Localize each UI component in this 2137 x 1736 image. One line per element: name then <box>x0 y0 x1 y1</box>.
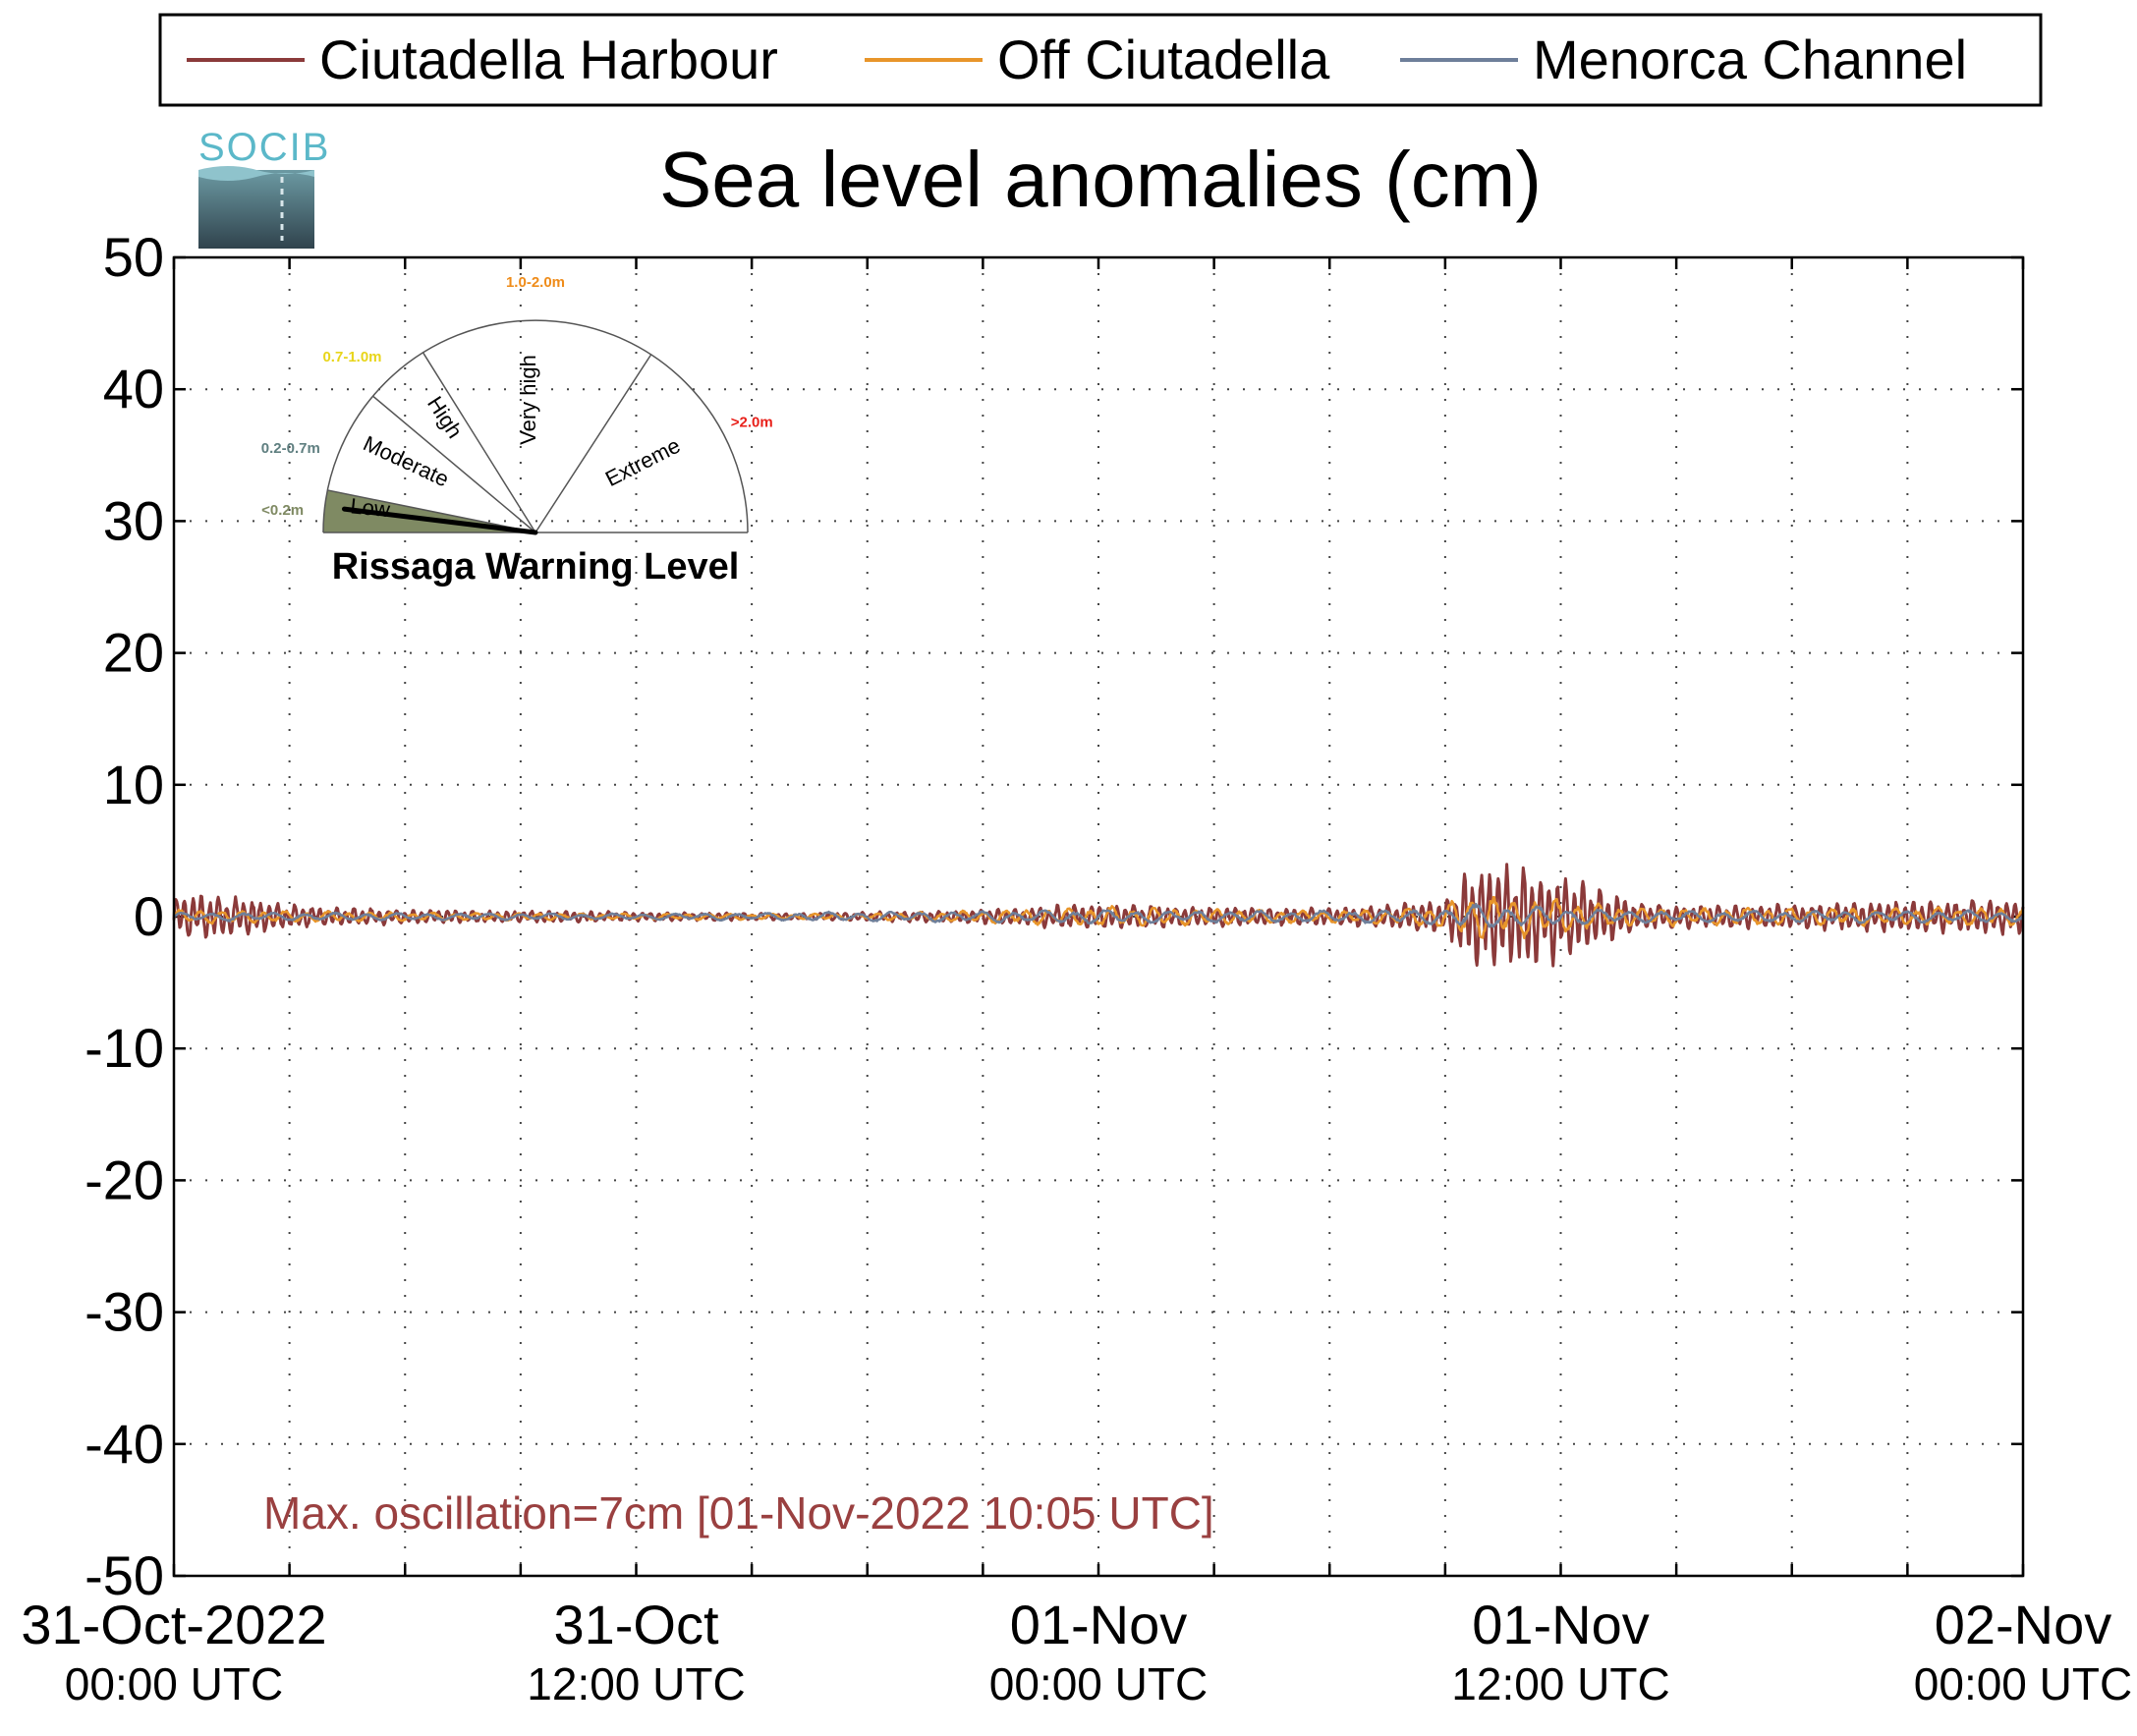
y-tick-label: 10 <box>103 754 164 815</box>
y-tick-label: 40 <box>103 358 164 420</box>
x-tick-label-time: 00:00 UTC <box>1914 1658 2132 1709</box>
gauge-label-high: High <box>422 392 468 443</box>
y-tick-label: -50 <box>84 1544 164 1606</box>
y-tick-label: 0 <box>134 885 164 947</box>
logo-wave-crest <box>198 166 314 181</box>
x-tick-label-time: 00:00 UTC <box>989 1658 1208 1709</box>
gauge-divider <box>327 489 536 533</box>
gauge-label-extreme: Extreme <box>601 433 684 491</box>
gauge-divider <box>534 354 652 533</box>
gauge-arc <box>322 319 749 533</box>
rissaga-gauge: Rissaga Warning Level Low <0.2m Moderate 0.… <box>261 274 773 588</box>
gauge-divider <box>372 395 536 533</box>
gauge-label-low: Low <box>349 493 391 522</box>
x-tick-label-date: 31-Oct <box>553 1594 718 1655</box>
legend: Ciutadella Harbour Off Ciutadella Menorc… <box>158 13 2043 107</box>
y-tick-label: 50 <box>103 226 164 288</box>
max-oscillation-annotation: Max. oscillation=7cm [01-Nov-2022 10:05 … <box>263 1487 1214 1539</box>
axes: 50403020100-10-20-30-40-5031-Oct-202200:… <box>21 226 2132 1709</box>
series-layer <box>172 863 2025 968</box>
x-tick-label-time: 12:00 UTC <box>527 1658 745 1709</box>
x-tick-label-date: 31-Oct-2022 <box>21 1594 326 1655</box>
y-tick-label: 30 <box>103 489 164 551</box>
plot-frame <box>172 255 2025 1578</box>
x-tick-label-date: 01-Nov <box>1010 1594 1188 1655</box>
y-tick-label: -20 <box>84 1148 164 1210</box>
y-tick-label: -40 <box>84 1413 164 1475</box>
gauge-range-label: 1.0-2.0m <box>506 274 565 291</box>
x-tick-label-time: 12:00 UTC <box>1451 1658 1669 1709</box>
legend-label-0: Ciutadella Harbour <box>319 28 778 90</box>
gauge-label-moderate: Moderate <box>360 430 453 491</box>
y-tick-label: -10 <box>84 1017 164 1079</box>
x-tick-label-date: 01-Nov <box>1472 1594 1650 1655</box>
gauge-title: Rissaga Warning Level <box>332 546 740 588</box>
legend-label-2: Menorca Channel <box>1533 28 1967 90</box>
y-tick-label: 20 <box>103 622 164 684</box>
gauge-range-label: >2.0m <box>731 415 773 431</box>
series-line-2 <box>173 902 2025 928</box>
y-tick-label: -30 <box>84 1281 164 1343</box>
socib-logo: SOCIB <box>198 126 330 249</box>
gauge-range-label: 0.2-0.7m <box>261 440 320 457</box>
chart-title: Sea level anomalies (cm) <box>659 136 1542 223</box>
gauge-label-very-high: Very high <box>516 355 540 445</box>
gauge-range-label: 0.7-1.0m <box>322 349 381 365</box>
gauge-divider <box>422 352 536 533</box>
gauge-needle <box>341 506 538 535</box>
x-tick-label-date: 02-Nov <box>1935 1594 2112 1655</box>
logo-text: SOCIB <box>198 126 330 169</box>
legend-frame <box>158 13 2043 107</box>
logo-wave-block <box>198 170 314 249</box>
gauge-range-label: <0.2m <box>261 502 304 519</box>
x-tick-label-time: 00:00 UTC <box>65 1658 283 1709</box>
legend-label-1: Off Ciutadella <box>997 28 1330 90</box>
